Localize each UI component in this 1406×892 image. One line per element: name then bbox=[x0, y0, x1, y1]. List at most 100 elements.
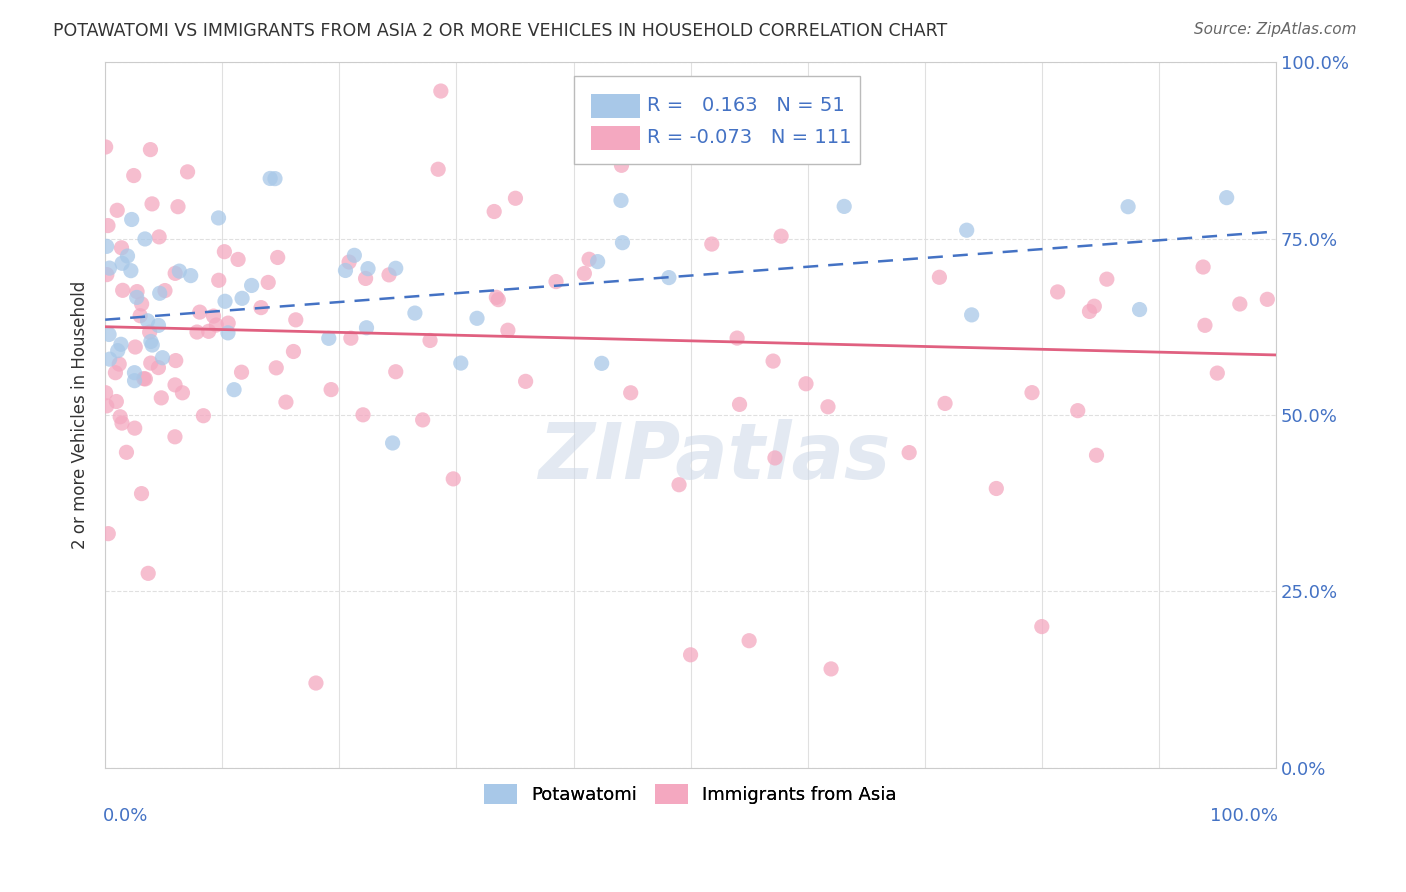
Point bbox=[120, 263, 142, 277]
Point bbox=[111, 416, 134, 430]
Point bbox=[98, 261, 121, 276]
Point bbox=[132, 371, 155, 385]
Point bbox=[658, 270, 681, 285]
Point bbox=[738, 633, 761, 648]
Point bbox=[205, 318, 228, 332]
Point bbox=[934, 396, 956, 410]
Point bbox=[193, 409, 215, 423]
Y-axis label: 2 or more Vehicles in Household: 2 or more Vehicles in Household bbox=[72, 281, 89, 549]
Point bbox=[96, 399, 118, 413]
Point bbox=[515, 375, 537, 389]
Point bbox=[1046, 285, 1069, 299]
Point bbox=[612, 235, 634, 250]
Point bbox=[98, 352, 121, 367]
Point bbox=[152, 351, 174, 365]
Point bbox=[97, 526, 120, 541]
Point bbox=[125, 285, 148, 299]
Point bbox=[124, 340, 146, 354]
Point bbox=[217, 316, 239, 330]
Point bbox=[450, 356, 472, 370]
Point bbox=[257, 276, 280, 290]
Point bbox=[610, 158, 633, 172]
Point bbox=[384, 365, 406, 379]
Point bbox=[1021, 385, 1043, 400]
Point bbox=[115, 445, 138, 459]
Point bbox=[305, 676, 328, 690]
Point bbox=[486, 293, 509, 307]
Point bbox=[259, 171, 281, 186]
Point bbox=[274, 395, 297, 409]
Point bbox=[496, 323, 519, 337]
Point bbox=[207, 211, 229, 225]
Point bbox=[94, 385, 117, 400]
Point bbox=[441, 472, 464, 486]
Point bbox=[139, 143, 162, 157]
Point bbox=[250, 301, 273, 315]
Point bbox=[98, 327, 121, 342]
Point bbox=[104, 366, 127, 380]
Point bbox=[148, 230, 170, 244]
Point bbox=[214, 294, 236, 309]
Point bbox=[430, 84, 453, 98]
Point bbox=[1206, 366, 1229, 380]
Point bbox=[169, 264, 191, 278]
Point bbox=[148, 318, 170, 333]
Point bbox=[134, 232, 156, 246]
Point bbox=[96, 268, 118, 282]
Point bbox=[197, 324, 219, 338]
Point bbox=[284, 313, 307, 327]
Point bbox=[419, 334, 441, 348]
Point bbox=[117, 249, 139, 263]
Point bbox=[136, 314, 159, 328]
Point bbox=[1192, 260, 1215, 274]
Point bbox=[186, 325, 208, 339]
Text: Source: ZipAtlas.com: Source: ZipAtlas.com bbox=[1194, 22, 1357, 37]
Point bbox=[208, 273, 231, 287]
Point bbox=[352, 408, 374, 422]
Point bbox=[283, 344, 305, 359]
Point bbox=[763, 450, 786, 465]
Point bbox=[141, 338, 163, 352]
Point bbox=[226, 252, 249, 267]
Point bbox=[136, 566, 159, 581]
Point bbox=[591, 356, 613, 370]
Point bbox=[335, 263, 357, 277]
Point bbox=[384, 261, 406, 276]
Point bbox=[378, 268, 401, 282]
Point bbox=[610, 194, 633, 208]
Point bbox=[1129, 302, 1152, 317]
Point bbox=[94, 140, 117, 154]
Point bbox=[820, 662, 842, 676]
Point bbox=[986, 482, 1008, 496]
Point bbox=[240, 278, 263, 293]
Point bbox=[111, 256, 134, 270]
Point bbox=[1067, 403, 1090, 417]
Point bbox=[180, 268, 202, 283]
Point bbox=[1031, 619, 1053, 633]
Point bbox=[165, 266, 187, 280]
Text: POTAWATOMI VS IMMIGRANTS FROM ASIA 2 OR MORE VEHICLES IN HOUSEHOLD CORRELATION C: POTAWATOMI VS IMMIGRANTS FROM ASIA 2 OR … bbox=[53, 22, 948, 40]
Point bbox=[217, 326, 239, 340]
Point bbox=[679, 648, 702, 662]
Point bbox=[465, 311, 488, 326]
Point bbox=[97, 219, 120, 233]
Point bbox=[960, 308, 983, 322]
Point bbox=[188, 305, 211, 319]
Point bbox=[1256, 293, 1278, 307]
Text: 100.0%: 100.0% bbox=[1211, 806, 1278, 824]
Point bbox=[427, 162, 450, 177]
Point bbox=[231, 291, 253, 305]
Point bbox=[122, 169, 145, 183]
Point bbox=[354, 271, 377, 285]
Point bbox=[124, 421, 146, 435]
Point bbox=[578, 252, 600, 267]
Point bbox=[620, 385, 643, 400]
FancyBboxPatch shape bbox=[591, 127, 640, 151]
Point bbox=[110, 241, 132, 255]
Point bbox=[108, 409, 131, 424]
Point bbox=[108, 357, 131, 371]
Point bbox=[357, 261, 380, 276]
Point bbox=[725, 331, 748, 345]
Point bbox=[105, 203, 128, 218]
Point bbox=[214, 244, 236, 259]
